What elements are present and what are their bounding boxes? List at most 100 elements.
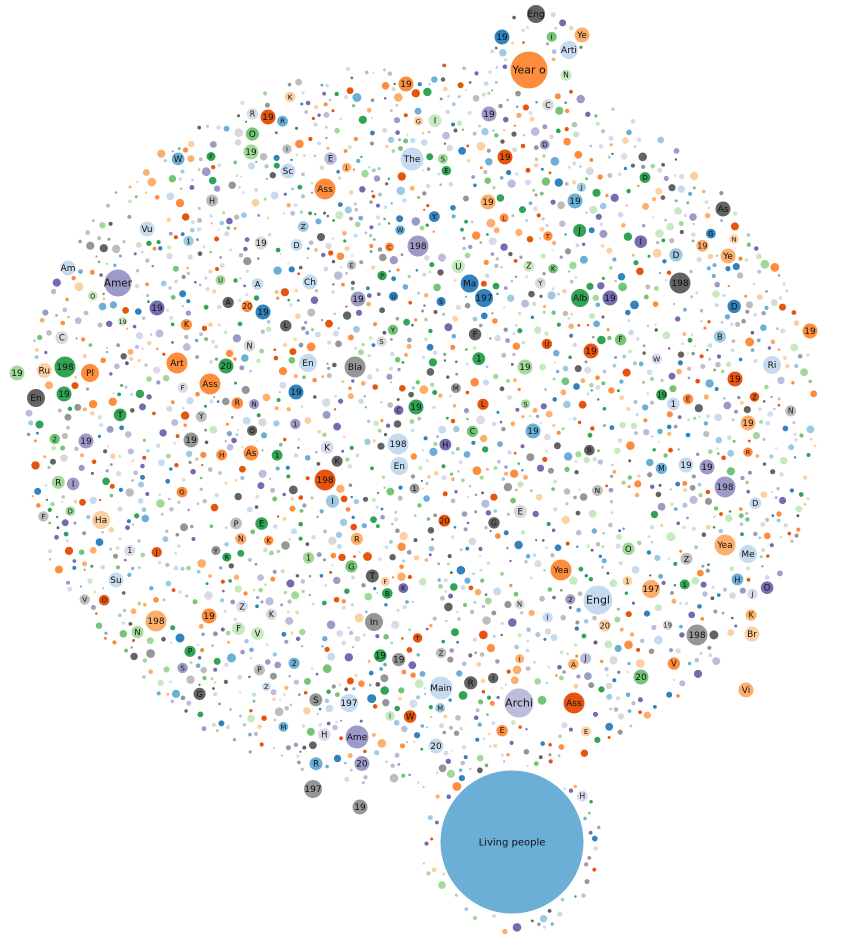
- filler-bubble[interactable]: [516, 461, 521, 466]
- filler-bubble[interactable]: [292, 452, 300, 459]
- filler-bubble[interactable]: [607, 521, 614, 529]
- filler-bubble[interactable]: [605, 692, 614, 701]
- filler-bubble[interactable]: [792, 319, 801, 327]
- filler-bubble[interactable]: [98, 243, 109, 254]
- bubble[interactable]: [287, 383, 305, 401]
- filler-bubble[interactable]: [784, 404, 798, 418]
- filler-bubble[interactable]: [591, 866, 598, 873]
- filler-bubble[interactable]: [563, 107, 571, 115]
- filler-bubble[interactable]: [514, 227, 524, 238]
- bubble[interactable]: [566, 192, 584, 210]
- filler-bubble[interactable]: [233, 584, 243, 594]
- filler-bubble[interactable]: [179, 168, 186, 175]
- filler-bubble[interactable]: [478, 474, 485, 481]
- filler-bubble[interactable]: [641, 350, 647, 356]
- bubble[interactable]: [427, 737, 445, 755]
- bubble[interactable]: [601, 289, 619, 307]
- filler-bubble[interactable]: [712, 608, 719, 615]
- filler-bubble[interactable]: [515, 111, 523, 120]
- filler-bubble[interactable]: [656, 427, 664, 436]
- filler-bubble[interactable]: [686, 375, 692, 381]
- filler-bubble[interactable]: [653, 634, 664, 646]
- filler-bubble[interactable]: [541, 98, 555, 112]
- filler-bubble[interactable]: [477, 698, 485, 706]
- filler-bubble[interactable]: [62, 530, 70, 538]
- filler-bubble[interactable]: [381, 329, 388, 336]
- filler-bubble[interactable]: [200, 166, 212, 178]
- filler-bubble[interactable]: [483, 524, 489, 531]
- filler-bubble[interactable]: [218, 565, 224, 571]
- filler-bubble[interactable]: [647, 647, 656, 656]
- filler-bubble[interactable]: [462, 754, 469, 761]
- filler-bubble[interactable]: [358, 259, 365, 266]
- filler-bubble[interactable]: [758, 419, 764, 425]
- filler-bubble[interactable]: [492, 586, 503, 597]
- filler-bubble[interactable]: [723, 313, 732, 321]
- filler-bubble[interactable]: [428, 446, 439, 457]
- filler-bubble[interactable]: [760, 564, 765, 569]
- filler-bubble[interactable]: [412, 537, 419, 544]
- filler-bubble[interactable]: [127, 184, 133, 190]
- filler-bubble[interactable]: [260, 448, 265, 453]
- filler-bubble[interactable]: [563, 232, 568, 237]
- filler-bubble[interactable]: [317, 706, 323, 712]
- filler-bubble[interactable]: [53, 533, 60, 541]
- filler-bubble[interactable]: [221, 396, 231, 407]
- filler-bubble[interactable]: [522, 473, 529, 481]
- filler-bubble[interactable]: [495, 694, 501, 701]
- filler-bubble[interactable]: [144, 281, 150, 288]
- filler-bubble[interactable]: [378, 306, 387, 315]
- filler-bubble[interactable]: [583, 365, 593, 375]
- filler-bubble[interactable]: [618, 626, 625, 633]
- filler-bubble[interactable]: [170, 587, 177, 593]
- filler-bubble[interactable]: [805, 352, 811, 358]
- filler-bubble[interactable]: [752, 311, 759, 318]
- filler-bubble[interactable]: [499, 752, 505, 758]
- filler-bubble[interactable]: [501, 927, 509, 936]
- filler-bubble[interactable]: [306, 246, 311, 251]
- filler-bubble[interactable]: [600, 380, 607, 387]
- filler-bubble[interactable]: [266, 232, 273, 238]
- filler-bubble[interactable]: [418, 384, 430, 396]
- filler-bubble[interactable]: [469, 219, 475, 225]
- filler-bubble[interactable]: [353, 634, 362, 643]
- filler-bubble[interactable]: [651, 196, 657, 203]
- filler-bubble[interactable]: [366, 353, 372, 359]
- filler-bubble[interactable]: [656, 501, 667, 512]
- filler-bubble[interactable]: [161, 535, 170, 544]
- filler-bubble[interactable]: [255, 412, 262, 419]
- filler-bubble[interactable]: [195, 237, 200, 243]
- filler-bubble[interactable]: [324, 241, 333, 251]
- filler-bubble[interactable]: [520, 27, 526, 33]
- filler-bubble[interactable]: [223, 541, 230, 548]
- filler-bubble[interactable]: [128, 355, 135, 362]
- filler-bubble[interactable]: [575, 606, 582, 614]
- filler-bubble[interactable]: [524, 274, 529, 280]
- filler-bubble[interactable]: [778, 534, 784, 540]
- filler-bubble[interactable]: [461, 194, 470, 203]
- filler-bubble[interactable]: [386, 323, 400, 336]
- filler-bubble[interactable]: [372, 321, 379, 328]
- filler-bubble[interactable]: [632, 398, 639, 406]
- filler-bubble[interactable]: [60, 494, 66, 500]
- filler-bubble[interactable]: [212, 666, 219, 673]
- filler-bubble[interactable]: [712, 367, 718, 373]
- filler-bubble[interactable]: [314, 330, 322, 339]
- filler-bubble[interactable]: [739, 474, 746, 482]
- filler-bubble[interactable]: [290, 590, 301, 601]
- filler-bubble[interactable]: [422, 303, 427, 308]
- filler-bubble[interactable]: [499, 242, 509, 252]
- filler-bubble[interactable]: [540, 337, 554, 351]
- bubble[interactable]: [668, 271, 692, 295]
- filler-bubble[interactable]: [768, 453, 775, 460]
- filler-bubble[interactable]: [222, 329, 229, 336]
- filler-bubble[interactable]: [205, 151, 217, 162]
- filler-bubble[interactable]: [805, 424, 816, 435]
- filler-bubble[interactable]: [73, 374, 79, 380]
- filler-bubble[interactable]: [413, 731, 422, 740]
- filler-bubble[interactable]: [142, 601, 148, 608]
- filler-bubble[interactable]: [246, 713, 257, 724]
- bubble[interactable]: [573, 26, 591, 44]
- filler-bubble[interactable]: [297, 264, 304, 271]
- filler-bubble[interactable]: [707, 652, 714, 659]
